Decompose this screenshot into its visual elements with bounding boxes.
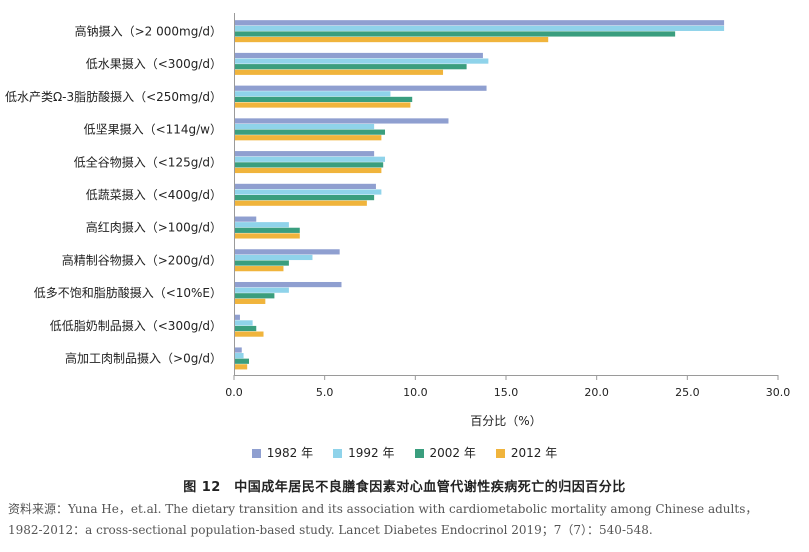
bar-1982年-10	[234, 347, 242, 353]
source-note: 资料来源：Yuna He，et.al. The dietary transiti…	[8, 499, 803, 541]
x-tick-label: 10.0	[403, 386, 428, 399]
x-tick-label: 15.0	[494, 386, 519, 399]
legend-item: 1992 年	[333, 444, 395, 461]
x-tick-label: 25.0	[675, 386, 700, 399]
legend: 1982 年 1992 年 2002 年 2012 年	[0, 444, 809, 461]
legend-swatch	[333, 449, 343, 458]
figure-caption: 图 12 中国成年居民不良膳食因素对心血管代谢性疾病死亡的归因百分比	[183, 480, 626, 495]
bar-1992年-4	[234, 156, 386, 162]
category-label: 低水果摄入（<300g/d）	[86, 56, 222, 71]
x-tick-label: 0.0	[225, 386, 243, 399]
bar-1982年-1	[234, 52, 483, 59]
bar-2002年-0	[234, 31, 676, 37]
bar-1992年-9	[234, 320, 253, 326]
bar-2012年-10	[234, 364, 248, 370]
bar-1982年-2	[234, 85, 487, 91]
x-axis-title: 百分比（%）	[470, 414, 541, 428]
bar-1982年-9	[234, 314, 240, 320]
legend-label: 2012 年	[510, 446, 558, 460]
bar-2012年-7	[234, 266, 284, 272]
category-label: 高红肉摄入（>100g/d）	[86, 220, 222, 235]
bar-1992年-1	[234, 58, 489, 64]
bar-2002年-6	[234, 227, 300, 233]
bar-1992年-5	[234, 189, 382, 195]
category-labels: 高钠摄入（>2 000mg/d） 低水果摄入（<300g/d） 低水产类Ω-3脂肪酸…	[5, 23, 222, 365]
bar-2012年-3	[234, 135, 382, 141]
category-label: 低蔬菜摄入（<400g/d）	[86, 187, 222, 202]
bar-1982年-8	[234, 281, 342, 288]
x-axis-ticks: 0.0 5.0 10.0 15.0 20.0 25.0 30.0	[225, 375, 790, 399]
category-label: 高钠摄入（>2 000mg/d）	[75, 23, 222, 38]
bar-1982年-7	[234, 249, 340, 255]
bar-1992年-6	[234, 222, 289, 228]
legend-label: 1992 年	[348, 446, 395, 460]
bar-2012年-0	[234, 36, 549, 43]
bar-2012年-9	[234, 331, 264, 337]
bar-1982年-3	[234, 118, 449, 124]
legend-item: 2002 年	[414, 444, 476, 461]
bar-1992年-3	[234, 123, 375, 130]
bar-chart: 高钠摄入（>2 000mg/d） 低水果摄入（<300g/d） 低水产类Ω-3脂肪酸…	[5, 13, 790, 428]
category-label: 低多不饱和脂肪酸摄入（<10%E）	[34, 285, 222, 300]
category-label: 高加工肉制品摄入（>0g/d）	[65, 351, 222, 366]
bar-1992年-10	[234, 353, 244, 359]
bar-2002年-5	[234, 195, 375, 201]
bar-1982年-6	[234, 216, 257, 222]
bar-1992年-2	[234, 91, 391, 97]
category-label: 低全谷物摄入（<125g/d）	[74, 154, 222, 169]
bar-2002年-9	[234, 325, 257, 332]
bar-1992年-8	[234, 287, 289, 293]
bar-2002年-7	[234, 260, 289, 266]
x-tick-label: 5.0	[316, 386, 334, 399]
bar-2012年-5	[234, 200, 367, 206]
bar-1982年-0	[234, 20, 725, 26]
source-line-1: 资料来源：Yuna He，et.al. The dietary transiti…	[8, 502, 758, 516]
bar-1992年-7	[234, 254, 313, 261]
bar-2012年-4	[234, 167, 382, 174]
legend-swatch	[414, 449, 424, 458]
bar-2002年-4	[234, 162, 384, 168]
bar-2012年-6	[234, 233, 300, 239]
category-label: 低坚果摄入（<114g/w）	[84, 122, 222, 137]
bar-2002年-1	[234, 64, 467, 70]
bars-group	[234, 20, 725, 370]
legend-label: 2002 年	[429, 446, 476, 460]
bar-2002年-10	[234, 358, 250, 364]
legend-label: 1982 年	[266, 446, 314, 460]
x-tick-label: 20.0	[584, 386, 609, 399]
bar-2002年-2	[234, 96, 413, 103]
legend-item: 2012 年	[495, 444, 558, 461]
category-label: 低低脂奶制品摄入（<300g/d）	[50, 318, 222, 333]
bar-2012年-2	[234, 102, 411, 108]
bar-1982年-5	[234, 183, 376, 189]
x-tick-label: 30.0	[766, 386, 791, 399]
legend-swatch	[251, 449, 261, 458]
legend-item: 1982 年	[251, 444, 314, 461]
source-line-2: 1982-2012：a cross-sectional population-b…	[8, 523, 653, 537]
category-label: 高精制谷物摄入（>200g/d）	[62, 252, 222, 267]
category-label: 低水产类Ω-3脂肪酸摄入（<250mg/d）	[5, 89, 222, 104]
bar-2002年-3	[234, 129, 386, 135]
legend-swatch	[495, 449, 505, 458]
bar-2012年-8	[234, 298, 266, 304]
bar-1982年-4	[234, 151, 375, 157]
bar-2002年-8	[234, 293, 275, 299]
bar-1992年-0	[234, 25, 725, 31]
bar-2012年-1	[234, 69, 444, 75]
